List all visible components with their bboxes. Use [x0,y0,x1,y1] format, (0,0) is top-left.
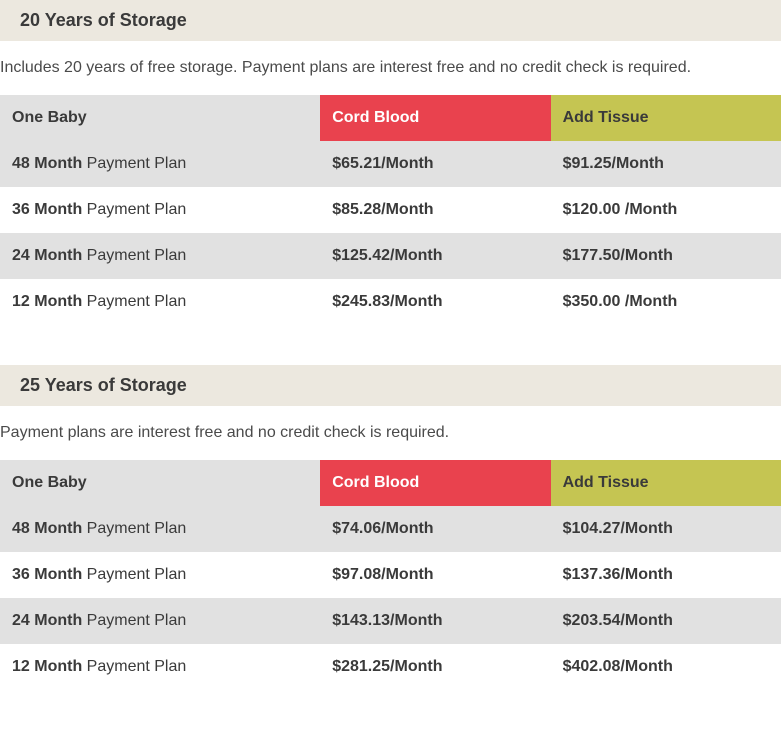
plan-name: 12 Month Payment Plan [0,279,320,325]
table-row: 24 Month Payment Plan $125.42/Month $177… [0,233,781,279]
plan-name: 48 Month Payment Plan [0,141,320,187]
section-title: 20 Years of Storage [0,0,781,41]
table-row: 24 Month Payment Plan $143.13/Month $203… [0,598,781,644]
col-header-tissue: Add Tissue [551,460,781,506]
table-row: 36 Month Payment Plan $97.08/Month $137.… [0,552,781,598]
pricing-table-25yr: One Baby Cord Blood Add Tissue 48 Month … [0,460,781,690]
section-title: 25 Years of Storage [0,365,781,406]
table-row: 48 Month Payment Plan $74.06/Month $104.… [0,506,781,552]
plan-name: 24 Month Payment Plan [0,598,320,644]
table-row: 36 Month Payment Plan $85.28/Month $120.… [0,187,781,233]
col-header-tissue: Add Tissue [551,95,781,141]
plan-name: 24 Month Payment Plan [0,233,320,279]
tissue-price: $120.00 /Month [551,187,781,233]
tissue-price: $203.54/Month [551,598,781,644]
plan-name: 36 Month Payment Plan [0,187,320,233]
table-row: 48 Month Payment Plan $65.21/Month $91.2… [0,141,781,187]
table-header-row: One Baby Cord Blood Add Tissue [0,95,781,141]
tissue-price: $91.25/Month [551,141,781,187]
plan-name: 12 Month Payment Plan [0,644,320,690]
cord-price: $245.83/Month [320,279,550,325]
section-description: Payment plans are interest free and no c… [0,406,781,460]
cord-price: $65.21/Month [320,141,550,187]
cord-price: $281.25/Month [320,644,550,690]
section-description: Includes 20 years of free storage. Payme… [0,41,781,95]
col-header-left: One Baby [0,95,320,141]
plan-name: 48 Month Payment Plan [0,506,320,552]
cord-price: $74.06/Month [320,506,550,552]
cord-price: $85.28/Month [320,187,550,233]
tissue-price: $402.08/Month [551,644,781,690]
plan-name: 36 Month Payment Plan [0,552,320,598]
table-row: 12 Month Payment Plan $245.83/Month $350… [0,279,781,325]
cord-price: $143.13/Month [320,598,550,644]
table-row: 12 Month Payment Plan $281.25/Month $402… [0,644,781,690]
col-header-left: One Baby [0,460,320,506]
col-header-cord: Cord Blood [320,460,550,506]
cord-price: $97.08/Month [320,552,550,598]
tissue-price: $177.50/Month [551,233,781,279]
tissue-price: $137.36/Month [551,552,781,598]
col-header-cord: Cord Blood [320,95,550,141]
tissue-price: $350.00 /Month [551,279,781,325]
pricing-table-20yr: One Baby Cord Blood Add Tissue 48 Month … [0,95,781,325]
cord-price: $125.42/Month [320,233,550,279]
table-header-row: One Baby Cord Blood Add Tissue [0,460,781,506]
tissue-price: $104.27/Month [551,506,781,552]
